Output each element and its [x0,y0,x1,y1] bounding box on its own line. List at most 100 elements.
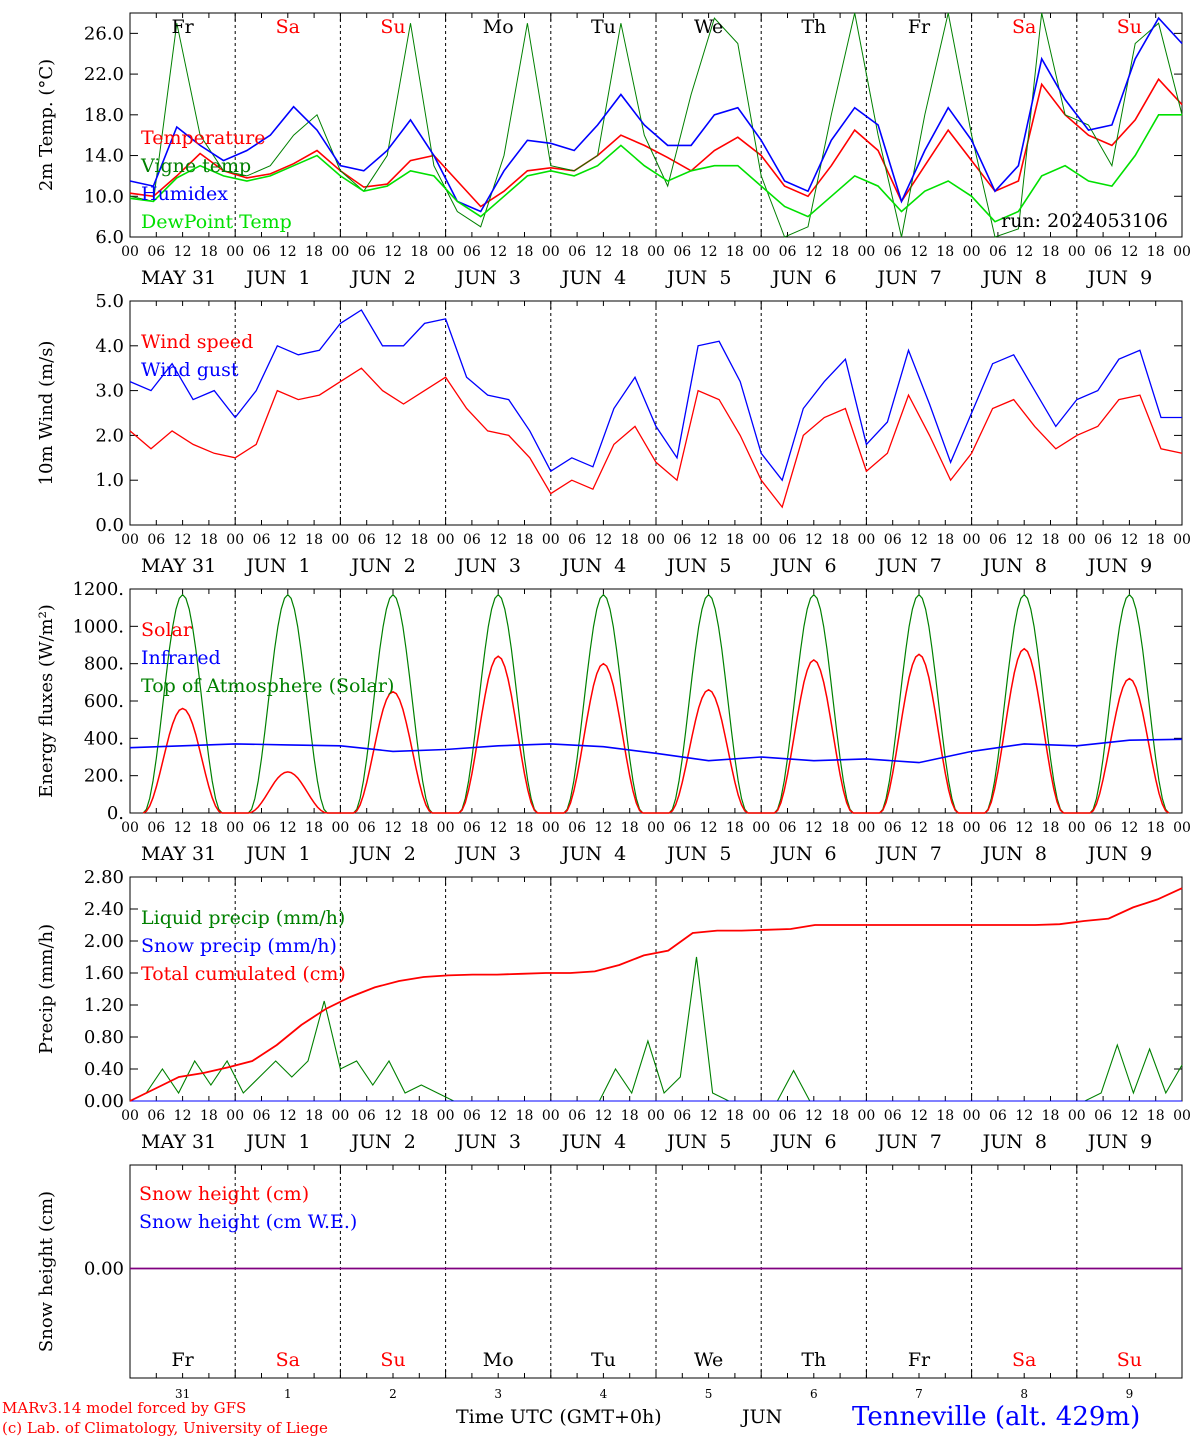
wind-hour-tick-label: 00 [1173,532,1191,548]
wind-date-label: JUN 3 [455,555,521,577]
wind-hour-tick-label: 12 [700,532,718,548]
energy-hour-tick-label: 18 [516,820,534,836]
snow-y-tick-label: 0.00 [84,1259,124,1280]
precip-y-tick-label: 0.40 [84,1059,124,1080]
temp-hour-tick-label: 00 [437,244,455,260]
snow-day-number: 7 [915,1387,923,1401]
precip-hour-tick-label: 00 [121,1108,139,1124]
wind-hour-tick-label: 06 [568,532,586,548]
precip-date-label: JUN 8 [981,1131,1047,1153]
temp-hour-tick-label: 18 [516,244,534,260]
energy-hour-tick-label: 06 [989,820,1007,836]
precip-hour-tick-label: 18 [726,1108,744,1124]
wind-hour-tick-label: 18 [1042,532,1060,548]
precip-hour-tick-label: 06 [1094,1108,1112,1124]
precip-date-label: JUN 2 [349,1131,415,1153]
wind-hour-tick-label: 18 [831,532,849,548]
energy-hour-tick-label: 06 [253,820,271,836]
temp-hour-tick-label: 12 [174,244,192,260]
energy-hour-tick-label: 12 [805,820,823,836]
energy-hour-tick-label: 00 [1068,820,1086,836]
energy-hour-tick-label: 06 [568,820,586,836]
energy-hour-tick-label: 18 [726,820,744,836]
precip-hour-tick-label: 18 [305,1108,323,1124]
precip-hour-tick-label: 12 [910,1108,928,1124]
temp-hour-tick-label: 18 [305,244,323,260]
temp-legend-entry: Humidex [141,183,228,205]
energy-hour-tick-label: 12 [279,820,297,836]
wind-hour-tick-label: 12 [1120,532,1138,548]
temp-hour-tick-label: 00 [1068,244,1086,260]
temp-hour-tick-label: 12 [279,244,297,260]
wind-hour-tick-label: 06 [673,532,691,548]
wind-hour-tick-label: 18 [305,532,323,548]
precip-hour-tick-label: 06 [463,1108,481,1124]
precip-hour-tick-label: 18 [936,1108,954,1124]
energy-y-tick-label: 0. [107,803,124,824]
snow-legend-entry: Snow height (cm W.E.) [139,1211,357,1233]
temp-hour-tick-label: 06 [989,244,1007,260]
temp-hour-tick-label: 18 [936,244,954,260]
wind-y-tick-label: 3.0 [95,381,124,402]
energy-hour-tick-label: 06 [147,820,165,836]
precip-hour-tick-label: 06 [147,1108,165,1124]
temp-weekday-label: Tu [591,16,616,38]
precip-hour-tick-label: 00 [331,1108,349,1124]
wind-date-label: MAY 31 [141,555,216,577]
temp-hour-tick-label: 00 [752,244,770,260]
snow-weekday-label: Fr [908,1349,931,1371]
snow-weekday-label: Su [380,1349,405,1371]
temp-y-axis-label: 2m Temp. (°C) [36,59,57,191]
temp-series-line [129,114,1182,223]
month-label: JUN [742,1406,783,1428]
energy-hour-tick-label: 18 [410,820,428,836]
energy-hour-tick-label: 00 [542,820,560,836]
wind-legend-entry: Wind gust [141,359,239,381]
precip-legend-entry: Liquid precip (mm/h) [141,907,345,929]
precip-hour-tick-label: 12 [384,1108,402,1124]
energy-y-tick-label: 1000. [72,616,124,637]
temp-hour-tick-label: 06 [463,244,481,260]
snow-day-number: 2 [389,1387,397,1401]
temp-weekday-label: Fr [908,16,931,38]
wind-y-tick-label: 4.0 [95,336,124,357]
temp-weekday-label: Th [801,16,826,38]
precip-hour-tick-label: 06 [253,1108,271,1124]
station-label: Tenneville (alt. 429m) [852,1402,1141,1432]
temp-series-line [129,12,1183,238]
snow-weekday-label: We [694,1349,723,1371]
energy-hour-tick-label: 12 [594,820,612,836]
wind-hour-tick-label: 06 [463,532,481,548]
precip-hour-tick-label: 12 [174,1108,192,1124]
temp-y-tick-label: 6.0 [95,227,124,248]
temp-hour-tick-label: 18 [726,244,744,260]
precip-hour-tick-label: 18 [410,1108,428,1124]
wind-y-tick-label: 0.0 [95,515,124,536]
wind-date-label: JUN 9 [1086,555,1152,577]
wind-hour-tick-label: 18 [726,532,744,548]
wind-date-label: JUN 7 [875,555,941,577]
precip-y-tick-label: 2.40 [84,899,124,920]
energy-y-tick-label: 1200. [72,579,124,600]
temp-date-label: JUN 8 [981,267,1047,289]
wind-date-label: JUN 4 [560,555,626,577]
energy-hour-tick-label: 00 [121,820,139,836]
energy-hour-tick-label: 12 [489,820,507,836]
temp-hour-tick-label: 12 [489,244,507,260]
temp-hour-tick-label: 06 [147,244,165,260]
precip-series-line [129,887,1183,1102]
energy-hour-tick-label: 12 [700,820,718,836]
temp-hour-tick-label: 12 [1015,244,1033,260]
precip-hour-tick-label: 12 [700,1108,718,1124]
wind-hour-tick-label: 06 [147,532,165,548]
temp-hour-tick-label: 06 [253,244,271,260]
x-axis-title: Time UTC (GMT+0h) [456,1406,662,1428]
wind-legend-entry: Wind speed [141,331,253,353]
precip-y-tick-label: 0.00 [84,1091,124,1112]
temp-hour-tick-label: 00 [1173,244,1191,260]
energy-y-axis-label: Energy fluxes (W/m²) [36,604,57,798]
energy-hour-tick-label: 18 [936,820,954,836]
temp-weekday-label: Su [380,16,405,38]
temp-hour-tick-label: 18 [1147,244,1165,260]
energy-hour-tick-label: 00 [437,820,455,836]
